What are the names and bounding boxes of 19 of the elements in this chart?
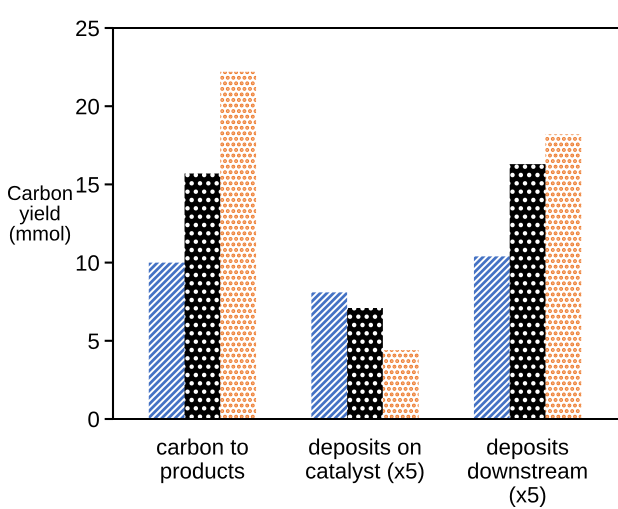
bar: [148, 262, 185, 419]
x-tick-label: carbon to products: [157, 438, 248, 484]
y-tick-label: 25: [76, 20, 99, 36]
x-tick-label: deposits on catalyst (x5): [306, 438, 424, 484]
y-tick-label: 15: [76, 177, 99, 193]
bar: [347, 308, 383, 419]
bar: [220, 72, 256, 419]
bar: [382, 350, 419, 419]
y-tick-label: 10: [76, 255, 99, 271]
bar: [510, 164, 546, 419]
bar: [474, 256, 510, 419]
bar: [184, 173, 220, 419]
y-tick-label: 20: [76, 98, 99, 114]
y-axis-title: Carbon yield (mmol): [8, 185, 72, 245]
y-tick-label: 0: [88, 412, 99, 428]
bar: [311, 292, 348, 419]
y-tick-label: 5: [88, 334, 99, 350]
x-tick-label: deposits downstream (x5): [468, 438, 587, 508]
bar: [545, 134, 582, 419]
